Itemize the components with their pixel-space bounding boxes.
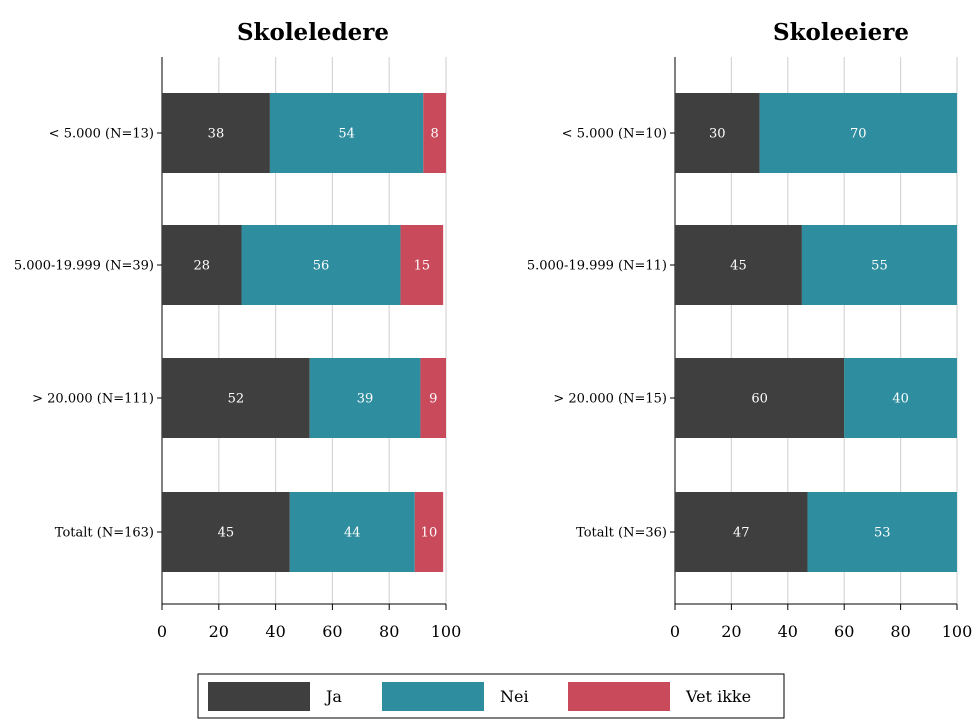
bar-segment-ja xyxy=(162,225,242,305)
bar-value-label: 70 xyxy=(850,127,867,142)
bar-segment-nei xyxy=(309,358,421,438)
bar-value-label: 10 xyxy=(421,526,438,541)
category-label: < 5.000 (N=10) xyxy=(562,127,667,142)
bar-segment-vet-ikke xyxy=(400,225,444,305)
x-tick-label: 0 xyxy=(157,622,167,641)
bar-value-label: 60 xyxy=(751,392,768,407)
x-tick-label: 20 xyxy=(721,622,741,641)
x-tick-label: 100 xyxy=(942,622,973,641)
x-tick-label: 40 xyxy=(778,622,798,641)
legend: Ja Nei Vet ikke xyxy=(197,673,785,719)
bar-value-label: 39 xyxy=(357,392,374,407)
bar-value-label: 15 xyxy=(414,259,431,274)
x-tick-label: 80 xyxy=(890,622,910,641)
x-tick-label: 0 xyxy=(670,622,680,641)
category-label: > 20.000 (N=15) xyxy=(553,392,667,407)
category-label: < 5.000 (N=13) xyxy=(49,127,154,142)
bar-value-label: 52 xyxy=(228,392,245,407)
bar-segment-ja xyxy=(162,358,310,438)
bar-segment-nei xyxy=(807,492,957,572)
bar-segment-nei xyxy=(269,93,424,173)
legend-swatch-vet-ikke xyxy=(568,682,670,711)
bar-value-label: 53 xyxy=(874,526,891,541)
category-label: 5.000-19.999 (N=39) xyxy=(14,259,154,274)
bar-value-label: 45 xyxy=(730,259,747,274)
bar-segment-nei xyxy=(241,225,401,305)
x-tick-label: 20 xyxy=(209,622,229,641)
category-label: 5.000-19.999 (N=11) xyxy=(527,259,667,274)
bar-value-label: 40 xyxy=(892,392,909,407)
bar-segment-vet-ikke xyxy=(414,492,444,572)
bar-segment-vet-ikke xyxy=(420,358,446,438)
bar-segment-ja xyxy=(675,225,802,305)
chart-title: Skoleeiere xyxy=(773,19,909,46)
bar-value-label: 8 xyxy=(430,127,438,142)
legend-swatch-nei xyxy=(382,682,484,711)
bar-segment-ja xyxy=(675,492,808,572)
category-label: Totalt (N=36) xyxy=(576,526,667,541)
legend-frame xyxy=(197,673,785,719)
bar-value-label: 9 xyxy=(429,392,437,407)
x-tick-label: 60 xyxy=(834,622,854,641)
chart-panel-2: Skoleeiere 0 20 40 60 80 100 < 5.000 (N=10) 30 70… xyxy=(527,19,972,641)
x-tick-label: 40 xyxy=(265,622,285,641)
bar-value-label: 28 xyxy=(193,259,210,274)
chart-panel-1: Skoleledere 0 20 40 60 80 100 < 5.000 (N=13) 38 5… xyxy=(14,19,461,641)
category-label: > 20.000 (N=111) xyxy=(32,392,154,407)
chart-title: Skoleledere xyxy=(237,19,389,46)
bar-value-label: 54 xyxy=(338,127,355,142)
bar-value-label: 45 xyxy=(218,526,235,541)
bar-value-label: 47 xyxy=(733,526,750,541)
x-tick-label: 80 xyxy=(379,622,399,641)
bar-segment-ja xyxy=(162,492,290,572)
bar-value-label: 55 xyxy=(871,259,888,274)
bar-value-label: 30 xyxy=(709,127,726,142)
bar-segment-nei xyxy=(844,358,957,438)
x-tick-label: 100 xyxy=(431,622,462,641)
bar-segment-ja xyxy=(675,358,845,438)
bar-segment-nei xyxy=(801,225,957,305)
bar-value-label: 38 xyxy=(208,127,225,142)
legend-swatch-ja xyxy=(208,682,310,711)
bar-value-label: 44 xyxy=(344,526,361,541)
bar-segment-ja xyxy=(675,93,760,173)
legend-label: Nei xyxy=(500,687,529,706)
legend-label: Vet ikke xyxy=(685,687,751,706)
legend-label: Ja xyxy=(324,687,342,706)
bar-segment-vet-ikke xyxy=(423,93,446,173)
bar-segment-nei xyxy=(289,492,415,572)
bar-segment-nei xyxy=(759,93,957,173)
category-label: Totalt (N=163) xyxy=(55,526,154,541)
x-tick-label: 60 xyxy=(322,622,342,641)
bar-segment-ja xyxy=(162,93,270,173)
bar-value-label: 56 xyxy=(313,259,330,274)
